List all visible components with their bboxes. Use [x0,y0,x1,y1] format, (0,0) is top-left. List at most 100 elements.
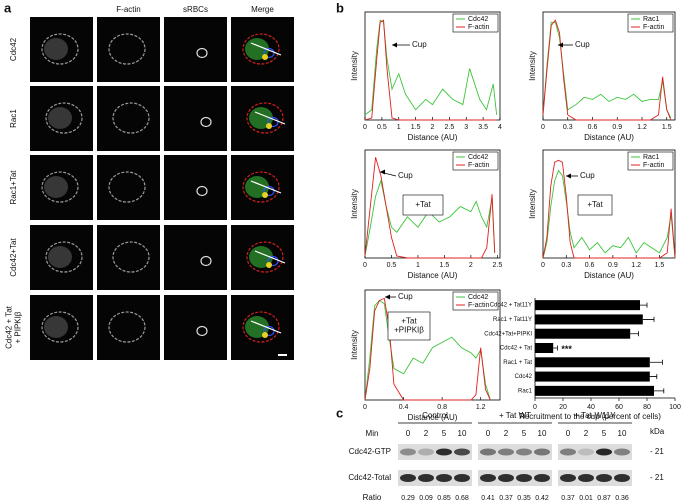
x-tick-label: 1.5 [440,262,450,269]
panel-label: b [336,0,344,15]
annotation: *** [561,344,572,354]
blot [558,444,632,460]
arrow-head [566,173,571,179]
cell-body [44,38,68,60]
time-label: 2 [504,429,509,438]
line-scan [254,250,286,264]
x-tick-label: 0 [541,124,545,131]
y-axis-label: Intensity [350,189,359,219]
data-line [542,169,676,259]
legend-label: Cdc42 [468,16,488,23]
cell-body [48,107,72,129]
cup [262,332,268,338]
cell-outline [41,311,79,343]
annotation: Cup [398,171,413,180]
time-label: 0 [406,429,411,438]
error-bar [642,316,655,322]
band [578,474,594,482]
error-bar [640,302,648,308]
legend-label: F-actin [643,24,665,31]
x-tick-label: 0 [533,404,537,411]
x-tick-label: 0 [541,262,545,269]
time-label: 10 [538,429,547,438]
cell-body [48,246,72,268]
rbc [263,47,275,59]
column-header: sRBCs [183,5,208,14]
legend-label: F-actin [643,162,665,169]
cup [266,123,272,129]
x-axis-label: Distance (AU) [408,413,458,422]
x-tick-label: 0 [363,262,367,269]
x-tick-label: 1.5 [411,124,421,131]
error-bar [649,374,658,380]
rbc [196,325,208,337]
row-label: Cdc42 + Tat [5,305,14,349]
cell-outline [45,102,83,134]
micrograph [97,86,160,151]
column-header: Merge [251,5,274,14]
bar [535,357,650,368]
bar [535,314,643,325]
band [400,448,416,456]
inset-label: +Tat [415,200,431,209]
annotation: Cup [580,171,595,180]
time-label: 5 [442,429,447,438]
inset-box [387,311,431,341]
cell-outline [45,241,83,273]
category-label: Rac1 + Tat [503,360,532,366]
legend-label: Cdc42 [468,294,488,301]
group-label: Control [422,411,448,420]
rbc [263,185,275,197]
band [436,448,452,456]
rbc [267,116,279,128]
category-label: Cdc42 [515,374,533,380]
inset-label: +Tat [401,317,417,326]
band [454,448,470,456]
x-axis-label: Distance (AU) [584,133,634,142]
rbc [263,325,275,337]
row-label: Rac1+Tat [9,170,18,205]
blot [478,470,552,486]
ratio-value: 0.36 [615,495,629,502]
cell-outline [108,311,146,343]
inset-box [402,194,444,216]
cell-outline [112,241,150,273]
marker-label: - 21 [650,473,664,482]
y-axis-label: Intensity [528,189,537,219]
inset-label: +Tat [587,200,603,209]
band [596,448,612,456]
micrograph [97,155,160,220]
ratio-value: 0.41 [481,495,495,502]
x-axis-label: Distance (AU) [584,271,634,280]
cell-outline [41,33,79,65]
error-bar [553,345,558,351]
annotation: Cup [412,40,427,49]
legend-label: Rac1 [643,154,659,161]
y-axis-label: Intensity [350,330,359,360]
x-tick-label: 1 [397,124,401,131]
time-label: 2 [584,429,589,438]
cell-outline [242,33,280,65]
x-tick-label: 4 [498,124,502,131]
band [418,474,434,482]
data-line [542,21,672,119]
x-tick-label: 0.3 [561,262,571,269]
x-axis-label: Recruitment to the cup (percent of cells… [519,412,661,421]
band [480,474,496,482]
rbc [196,47,208,59]
band [516,448,532,456]
band [454,474,470,482]
ratio-value: 0.37 [499,495,513,502]
line-scan [250,42,282,56]
micrograph [164,86,227,151]
x-tick-label: 0.4 [399,404,409,411]
category-label: Cdc42+Tat+PIPKI [484,331,532,337]
x-tick-label: 2 [469,262,473,269]
y-axis-label: Intensity [528,51,537,81]
bar [535,385,654,396]
legend-label: Cdc42 [468,154,488,161]
x-tick-label: 1.2 [637,124,647,131]
x-tick-label: 40 [587,404,595,411]
ratio-value: 0.01 [579,495,593,502]
